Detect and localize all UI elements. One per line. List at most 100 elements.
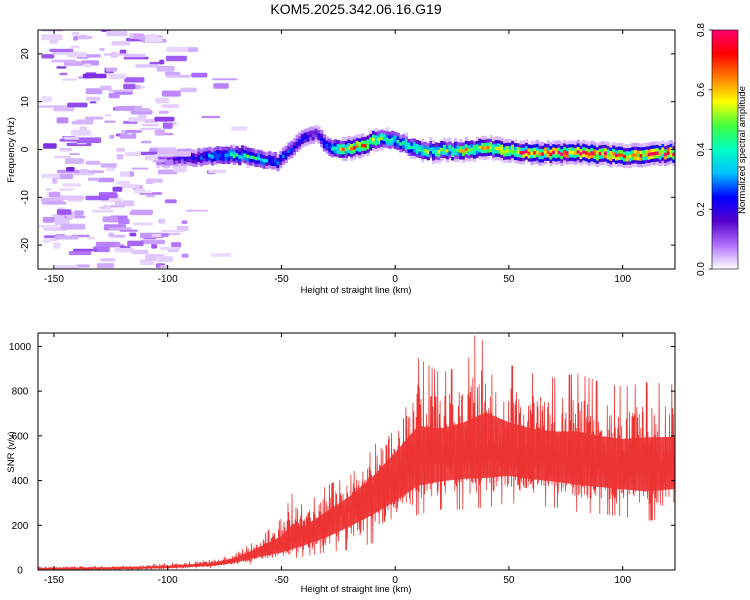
spectrogram-cell (246, 157, 250, 162)
spectrogram-cell (44, 235, 58, 238)
spectrogram-cell (63, 136, 79, 140)
spectrogram-cell (631, 153, 635, 157)
spectrogram-cell (519, 140, 523, 145)
spectrogram-cell (240, 158, 245, 163)
spectrogram-cell (574, 154, 578, 159)
spectrogram-cell (339, 154, 343, 158)
spectrogram-cell (355, 153, 359, 158)
spectrogram-cell (513, 152, 518, 157)
spectrogram-cell (344, 137, 348, 142)
spectrogram-cell (292, 144, 297, 149)
spectrogram-cell (429, 150, 433, 155)
spectrogram-cell (554, 140, 559, 145)
spectrogram-cell (402, 134, 406, 138)
spectrogram-cell (281, 154, 286, 159)
spectrogram-cell (303, 135, 307, 140)
spectrogram-cell (58, 196, 82, 200)
spectrogram-cell (557, 153, 561, 158)
spectrogram-cell (625, 144, 630, 148)
snr-y-tick-label: 600 (12, 431, 29, 442)
spectrogram-cell (549, 159, 553, 163)
spectrogram-cell (377, 137, 381, 142)
spectrogram-cell (260, 153, 264, 158)
spectrogram-cell (99, 47, 105, 51)
figure-title: KOM5.2025.342.06.16.G19 (270, 1, 441, 17)
spectrogram-cell (554, 157, 559, 162)
spectrogram-cell (186, 161, 190, 166)
spectrogram-cell (189, 148, 193, 153)
spectrogram-cell (205, 161, 209, 165)
spectrogram-cell (265, 151, 269, 156)
spectrogram-cell (650, 141, 654, 146)
spectrogram-cell (478, 148, 482, 153)
spectrogram-cell (511, 154, 515, 159)
spectrogram-cell (511, 157, 515, 162)
spectrogram-cell (208, 150, 212, 154)
spectrogram-cell (440, 144, 444, 148)
spectrogram-cell (483, 135, 488, 140)
spectrogram-cell (661, 146, 665, 151)
spectrogram-cell (470, 147, 474, 151)
spectrogram-cell (42, 237, 51, 243)
spectrogram-cell (459, 152, 463, 157)
spectrogram-cell (159, 151, 163, 156)
spectrogram-cell (146, 178, 154, 185)
spectrogram-cell (189, 162, 193, 166)
spectrogram-cell (541, 145, 545, 150)
spectrogram-cell (102, 216, 118, 223)
spectrogram-cell (642, 159, 646, 164)
spectrogram-cell (118, 219, 130, 225)
spectrogram-cell (426, 149, 430, 154)
spectrogram-cell (612, 155, 616, 159)
spectrogram-cell (133, 191, 153, 194)
spectrogram-cell (284, 149, 288, 153)
spectrogram-cell (508, 155, 512, 160)
spectrogram-cell (70, 45, 80, 49)
spectrogram-cell (614, 159, 619, 164)
spectrogram-cell (609, 150, 613, 155)
spectrogram-cell (281, 147, 286, 152)
spectrogram-cell (306, 137, 310, 142)
spectrogram-cell (541, 155, 545, 160)
spectrogram-cell (655, 157, 660, 162)
spectrogram-cell (391, 144, 395, 148)
spectrogram-cell (292, 141, 297, 146)
spectrogram-cell (475, 150, 479, 155)
spectrogram-cell (628, 147, 632, 152)
spectrogram-cell (634, 162, 638, 167)
spectrogram-cell (249, 148, 253, 153)
spectrogram-cell (486, 138, 490, 143)
spectrogram-cell (246, 154, 250, 159)
spectrogram-cell (636, 156, 641, 161)
spectrogram-cell (396, 139, 400, 144)
spectrogram-cell (557, 157, 561, 161)
spectrogram-cell (290, 154, 294, 158)
spectrogram-cell (129, 232, 137, 237)
spectrogram-cell (377, 133, 381, 138)
spectrogram-cell (524, 149, 529, 153)
spectrogram-cell (524, 152, 529, 157)
spectrogram-cell (200, 162, 204, 167)
spectrogram-cell (380, 139, 384, 144)
spectrogram-cell (661, 153, 665, 158)
spectrogram-cell (415, 143, 419, 148)
spectrogram-cell (617, 159, 621, 164)
spectrogram-cell (97, 177, 115, 183)
spectrogram-cell (538, 148, 542, 153)
spectrogram-cell (598, 151, 602, 156)
spectrogram-cell (631, 146, 635, 151)
spectrogram-cell (213, 157, 217, 162)
spectrogram-cell (382, 143, 387, 148)
spectrogram-cell (271, 165, 275, 170)
spectrogram-cell (41, 30, 63, 32)
spectrogram-cell (464, 157, 469, 161)
spectrogram-cell (281, 160, 286, 165)
spectrogram-cell (251, 148, 256, 153)
spectrogram-cell (197, 151, 201, 156)
spectrogram-cell (645, 145, 649, 150)
spectrogram-cell (434, 142, 439, 147)
spectrogram-cell (552, 157, 556, 161)
spectrogram-cell (513, 156, 518, 160)
spectrogram-cell (456, 158, 460, 163)
